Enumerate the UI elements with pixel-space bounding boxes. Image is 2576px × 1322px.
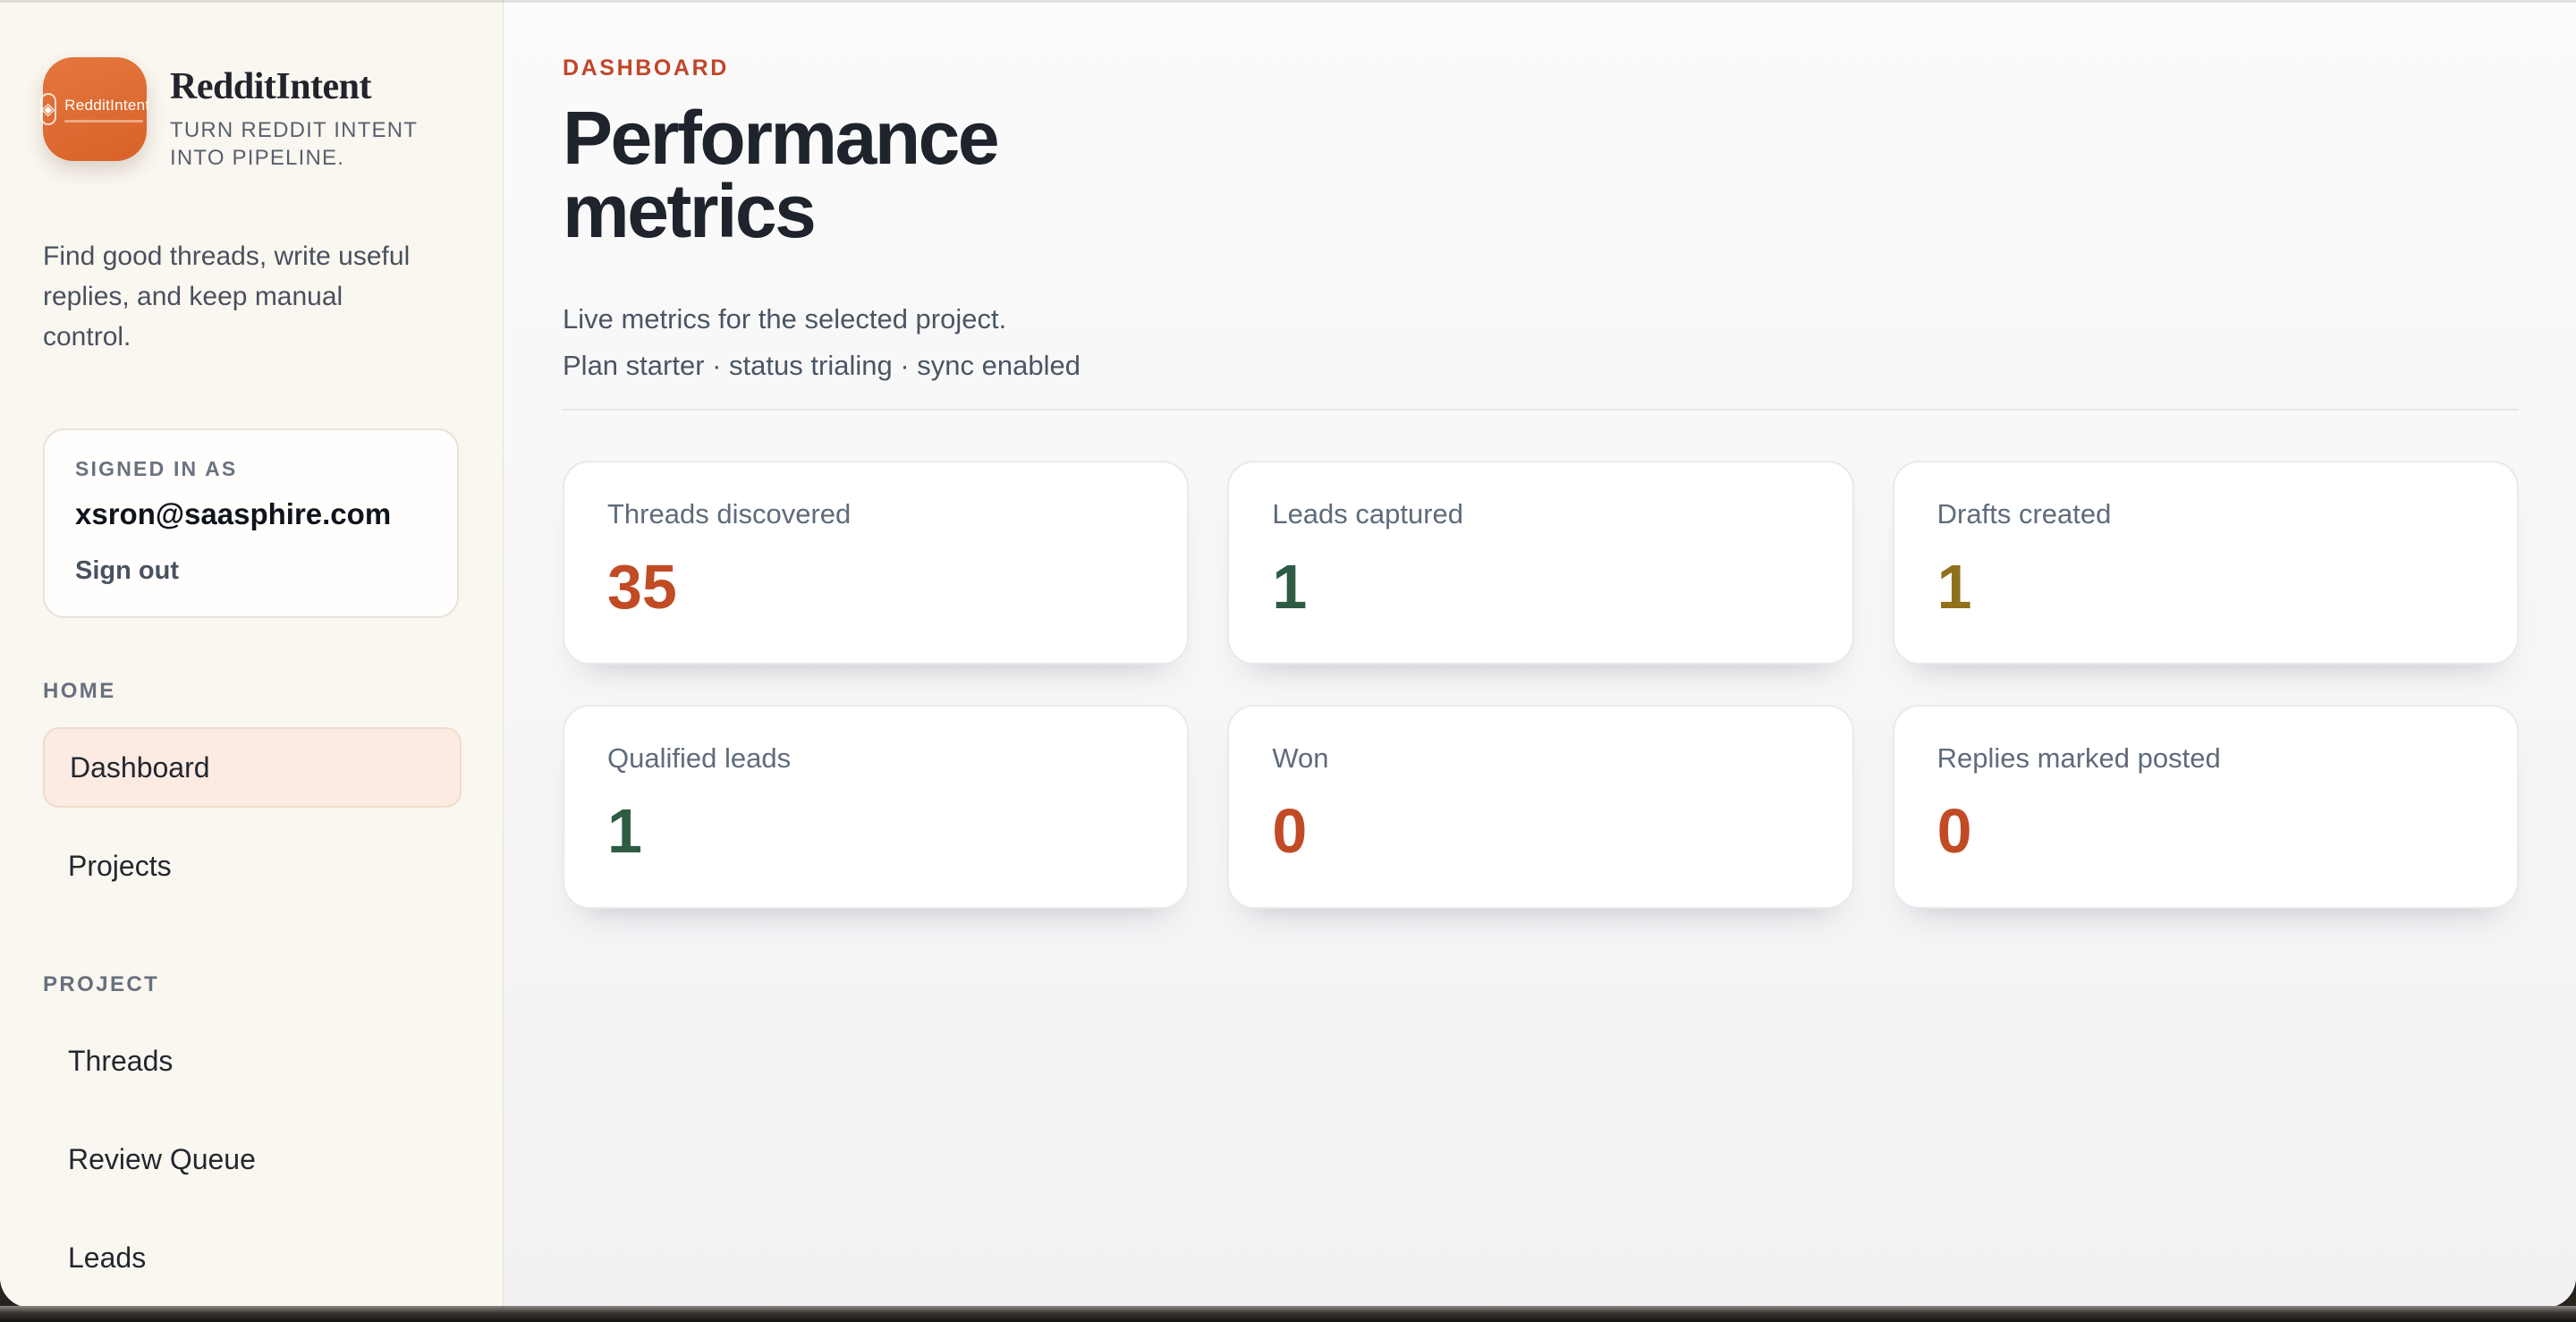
sidebar-item-review-queue[interactable]: Review Queue (68, 1142, 256, 1175)
metrics-grid: Threads discovered 35 Leads captured 1 D… (563, 460, 2519, 909)
metric-label: Qualified leads (607, 742, 792, 774)
plan-status-meta: Plan starter · status trialing · sync en… (563, 350, 1080, 382)
diamond-logo-icon: ◈ (39, 93, 57, 125)
sidebar-item-dashboard[interactable]: Dashboard (43, 727, 462, 809)
metric-label: Replies marked posted (1936, 742, 2221, 774)
project-nav-list: Threads Review Queue Leads Sources (43, 1021, 462, 1308)
brand-tagline: TURN REDDIT INTENT INTO PIPELINE. (170, 118, 418, 171)
main-content: DASHBOARD Performance metrics Live metri… (504, 0, 2576, 1308)
signed-in-card: SIGNED IN AS xsron@saasphire.com Sign ou… (43, 428, 459, 619)
signed-in-label: SIGNED IN AS (75, 457, 238, 481)
logo-wordmark: RedditIntent (64, 96, 150, 114)
brand-block: RedditIntent TURN REDDIT INTENT INTO PIP… (170, 57, 438, 172)
app-logo-icon: ◈ RedditIntent (39, 57, 150, 161)
metric-card-replies-marked-posted: Replies marked posted 0 (1892, 704, 2519, 909)
window-bottom-edge (0, 1306, 2576, 1322)
sign-out-button[interactable]: Sign out (75, 556, 179, 586)
metric-value: 35 (607, 551, 677, 622)
metric-card-leads-captured: Leads captured 1 (1227, 460, 1854, 665)
logo-row: ◈ RedditIntent RedditIntent TURN REDDIT … (39, 57, 462, 172)
metric-label: Threads discovered (607, 497, 852, 530)
sidebar: ◈ RedditIntent RedditIntent TURN REDDIT … (0, 0, 504, 1308)
metric-label: Won (1272, 742, 1329, 774)
sidebar-section-project-label: PROJECT (43, 972, 160, 997)
metric-value: 0 (1272, 795, 1308, 866)
page-title: Performance metrics (563, 96, 1000, 254)
sidebar-item-leads[interactable]: Leads (68, 1241, 147, 1274)
page-subtitle: Live metrics for the selected project. (563, 302, 1007, 335)
window-top-edge (0, 0, 2576, 3)
metric-value: 0 (1936, 795, 1972, 866)
metric-value: 1 (607, 795, 642, 866)
metric-card-won: Won 0 (1227, 704, 1854, 909)
sidebar-item-projects[interactable]: Projects (68, 849, 172, 882)
brand-title: RedditIntent (170, 66, 372, 107)
sidebar-item-threads[interactable]: Threads (68, 1044, 174, 1077)
home-nav-list: Dashboard Projects (43, 727, 462, 906)
signed-in-email: xsron@saasphire.com (75, 497, 392, 531)
header-divider (563, 408, 2519, 411)
sidebar-section-home-label: HOME (43, 679, 116, 704)
logo-microtext-line (64, 119, 143, 123)
metric-card-qualified-leads: Qualified leads 1 (563, 704, 1190, 909)
sidebar-description: Find good threads, write useful replies,… (43, 242, 411, 352)
metric-card-threads-discovered: Threads discovered 35 (563, 460, 1190, 665)
metric-label: Leads captured (1272, 497, 1464, 530)
page-eyebrow: DASHBOARD (563, 55, 729, 81)
metric-label: Drafts created (1936, 497, 2112, 530)
metric-value: 1 (1272, 551, 1308, 622)
metric-card-drafts-created: Drafts created 1 (1892, 460, 2519, 665)
metric-value: 1 (1936, 551, 1972, 622)
